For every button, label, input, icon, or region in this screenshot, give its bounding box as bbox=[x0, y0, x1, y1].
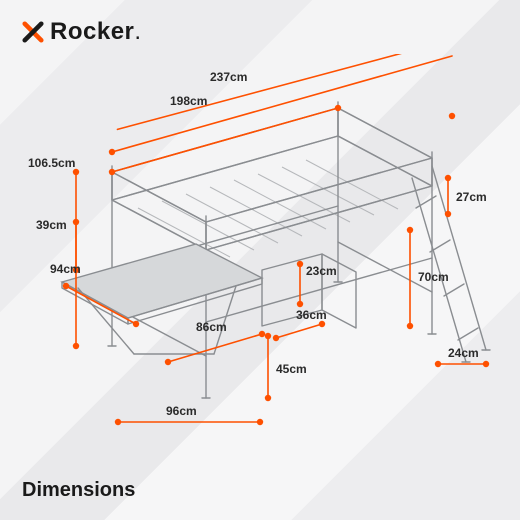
footer-title: Dimensions bbox=[22, 479, 135, 502]
desk bbox=[62, 244, 262, 354]
dim-front-span: 96cm bbox=[166, 404, 197, 418]
dim-width-outer: 237cm bbox=[210, 70, 247, 84]
x-icon bbox=[22, 21, 44, 43]
dim-width-inner: 198cm bbox=[170, 94, 207, 108]
dimension-annotations: 237cm 198cm 106.5cm 39cm 94cm 86cm 23cm bbox=[28, 54, 489, 425]
dimensions-diagram: 237cm 198cm 106.5cm 39cm 94cm 86cm 23cm bbox=[0, 54, 520, 484]
dim-desk-front: 94cm bbox=[50, 262, 81, 276]
brand-logo: Rocker. bbox=[22, 18, 142, 46]
dim-storage-w: 36cm bbox=[296, 308, 327, 322]
dim-desk-depth: 39cm bbox=[36, 218, 67, 232]
brand-name: Rocker. bbox=[50, 18, 142, 46]
bed-rails bbox=[112, 108, 432, 250]
dim-height-overall: 106.5cm bbox=[28, 156, 75, 170]
dim-desk-width: 86cm bbox=[196, 320, 227, 334]
dim-ladder-rung: 27cm bbox=[456, 190, 487, 204]
dim-storage-h: 23cm bbox=[306, 264, 337, 278]
dim-ladder-foot: 24cm bbox=[448, 346, 479, 360]
dim-front-leg: 45cm bbox=[276, 362, 307, 376]
dim-under-clear: 70cm bbox=[418, 270, 449, 284]
